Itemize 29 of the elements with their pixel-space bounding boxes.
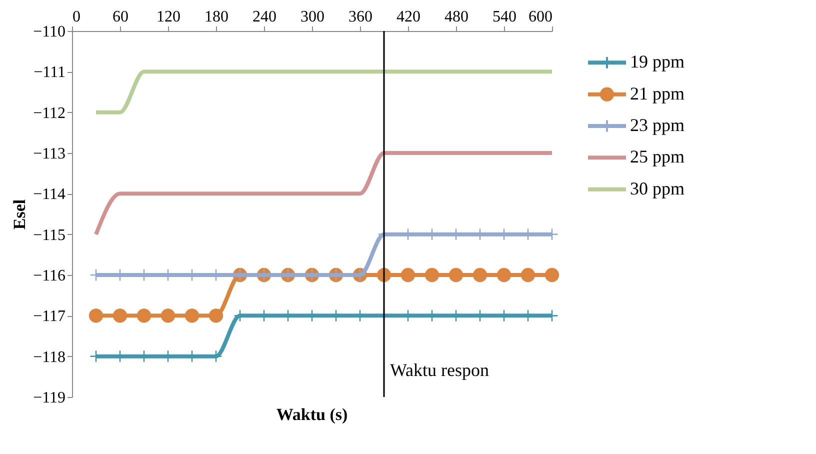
y-tick-label: −113 <box>33 146 66 162</box>
x-tick-label: 240 <box>252 8 276 26</box>
x-tick-label: 60 <box>112 8 128 26</box>
x-tick-label: 300 <box>300 8 324 26</box>
x-tick-label: 540 <box>492 8 516 26</box>
ref-line-label: Waktu respon <box>390 360 490 380</box>
x-tick-label: 480 <box>444 8 468 26</box>
y-tick-label: −116 <box>33 268 66 284</box>
y-tick-label: −119 <box>33 390 66 406</box>
x-tick-label: 0 <box>72 8 80 26</box>
legend-label: 25 ppm <box>630 146 685 167</box>
y-tick-label: −111 <box>34 64 66 82</box>
x-tick-label: 360 <box>348 8 372 26</box>
legend-label: 23 ppm <box>630 115 685 135</box>
legend-label: 19 ppm <box>630 52 685 72</box>
legend-label: 21 ppm <box>630 83 685 104</box>
y-tick-label: −110 <box>33 24 66 40</box>
x-tick-label: 420 <box>396 8 420 26</box>
x-tick-label: 600 <box>528 8 552 26</box>
x-axis-title: Waktu (s) <box>276 405 348 424</box>
y-tick-label: −114 <box>33 186 66 204</box>
y-tick-label: −112 <box>33 104 66 122</box>
x-tick-label: 120 <box>156 8 180 26</box>
y-tick-label: −115 <box>33 226 66 244</box>
y-tick-label: −117 <box>33 308 66 326</box>
y-axis-title: Esel <box>10 199 30 230</box>
legend-label: 30 ppm <box>630 178 685 198</box>
x-tick-label: 180 <box>204 8 228 26</box>
y-tick-label: −118 <box>33 348 66 366</box>
